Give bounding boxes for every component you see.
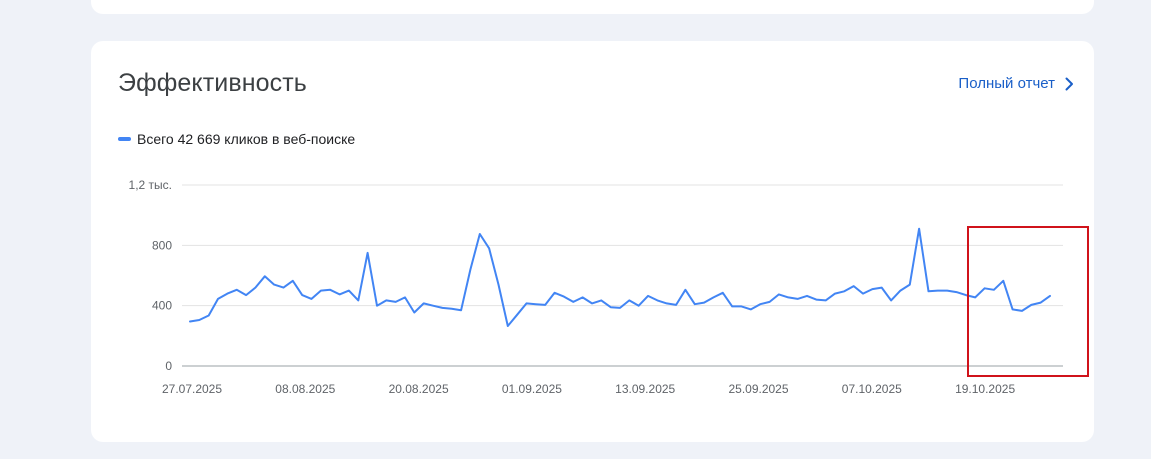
y-tick-label: 0 [165,359,172,373]
chart-legend[interactable]: Всего 42 669 кликов в веб-поиске [118,131,355,147]
series-line-clicks [189,227,1051,327]
y-tick-label: 400 [152,299,172,313]
performance-card: Эффективность Полный отчет Всего 42 669 … [91,41,1094,442]
x-tick-label: 27.07.2025 [162,382,222,396]
chevron-right-icon [1065,77,1074,91]
full-report-label: Полный отчет [958,75,1055,92]
x-tick-label: 01.09.2025 [502,382,562,396]
x-tick-label: 25.09.2025 [728,382,788,396]
x-tick-label: 08.08.2025 [275,382,335,396]
x-tick-label: 20.08.2025 [389,382,449,396]
previous-card [91,0,1094,14]
highlight-annotation-box [967,226,1089,377]
x-tick-label: 07.10.2025 [842,382,902,396]
y-tick-label: 800 [152,238,172,252]
full-report-link[interactable]: Полный отчет [958,75,1074,92]
y-tick-label: 1,2 тыс. [129,178,172,192]
legend-swatch [118,137,131,141]
legend-label: Всего 42 669 кликов в веб-поиске [137,131,356,147]
x-tick-label: 13.09.2025 [615,382,675,396]
x-tick-label: 19.10.2025 [955,382,1015,396]
card-title: Эффективность [118,69,307,97]
